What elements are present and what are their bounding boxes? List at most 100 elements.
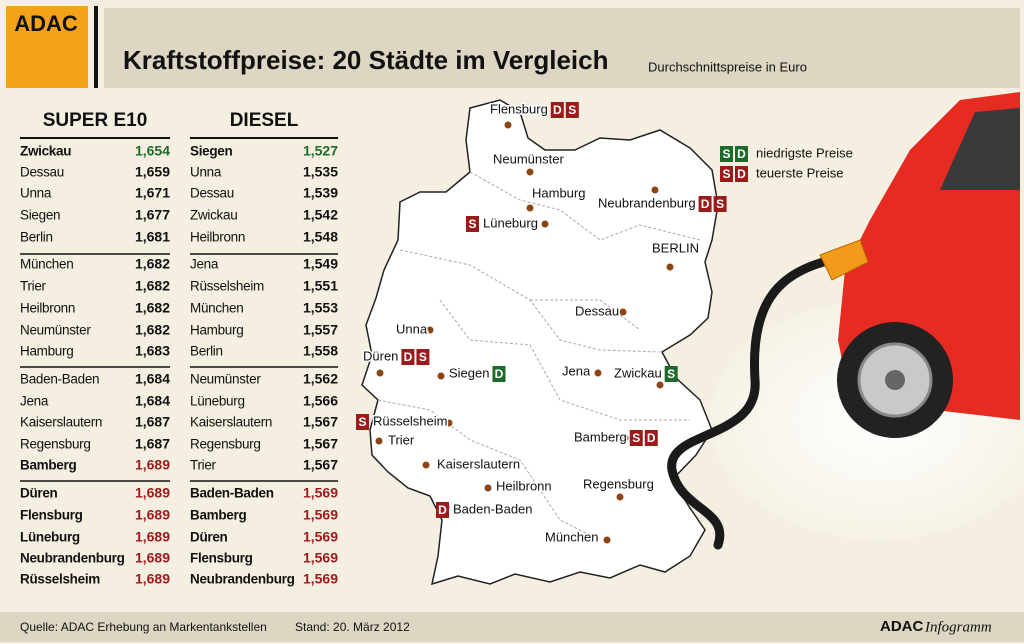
badge-text: S [568,103,576,117]
price: 1,551 [303,278,338,294]
city-label: Siegen [449,365,489,380]
city-name: Lüneburg [20,530,80,545]
city-name: Neubrandenburg [190,572,295,587]
price: 1,671 [135,185,170,201]
city-name: Flensburg [20,508,83,523]
footer-brand: ADAC [880,618,923,635]
city-label: Baden-Baden [453,501,533,516]
badge [644,430,658,446]
price: 1,562 [303,371,338,387]
price: 1,682 [135,256,170,272]
price: 1,539 [303,185,338,201]
table-title: DIESEL [230,110,299,131]
city-label: Regensburg [583,476,654,491]
badge [664,366,678,382]
price: 1,689 [135,571,170,587]
footer-brand-suffix: Infogramm [924,619,992,635]
city-name: Zwickau [190,208,237,223]
city-name: Heilbronn [190,230,245,245]
price: 1,566 [303,393,338,409]
city-label: Trier [388,432,415,447]
car-hub [885,370,905,390]
price: 1,681 [135,229,170,245]
city-name: Jena [190,257,219,272]
city-dot [426,326,434,334]
price: 1,569 [303,507,338,523]
price: 1,558 [303,343,338,359]
price: 1,689 [135,457,170,473]
city-name: Kaiserslautern [190,415,272,430]
price: 1,569 [303,571,338,587]
city-name: Bamberg [190,508,246,523]
city-name: Flensburg [190,551,253,566]
city-dot [437,372,445,380]
footer-source: Quelle: ADAC Erhebung an Markentankstell… [20,620,267,634]
price: 1,527 [303,143,338,159]
city-dot [616,493,624,501]
price: 1,684 [135,371,170,387]
city-name: Neumünster [20,323,91,338]
city-name: Berlin [20,230,53,245]
table-title: SUPER E10 [43,110,148,131]
city-name: Kaiserslautern [20,415,102,430]
city-label: Heilbronn [496,478,552,493]
badge [698,196,712,212]
city-name: Dessau [190,186,234,201]
city-name: Neumünster [190,372,261,387]
badge-text: S [716,197,724,211]
footer-date: Stand: 20. März 2012 [295,620,410,634]
city-name: Siegen [20,208,60,223]
fuel-nozzle [819,239,869,281]
divider [94,6,98,88]
city-name: München [20,257,73,272]
city-name: Baden-Baden [190,486,274,501]
price: 1,682 [135,322,170,338]
badge-text: S [632,431,640,445]
price: 1,542 [303,207,338,223]
badge-text: D [404,350,413,364]
badge [629,430,643,446]
badge [735,146,748,162]
price: 1,569 [303,485,338,501]
badge [356,414,369,430]
city-name: Düren [190,530,228,545]
legend-label: teuerste Preise [756,165,843,180]
price: 1,682 [135,300,170,316]
badge-text: D [495,367,504,381]
state-borders [377,171,701,541]
badge [713,196,727,212]
badge-text: D [737,147,746,161]
price: 1,654 [135,143,170,159]
city-name: Hamburg [20,344,73,359]
car-window [940,108,1020,190]
badge [466,216,479,232]
price: 1,689 [135,529,170,545]
logo-box [6,6,88,88]
city-label: Kaiserslautern [437,456,520,471]
badge-text: S [722,147,730,161]
city-dot [376,369,384,377]
price: 1,689 [135,485,170,501]
city-name: Düren [20,486,58,501]
title: Kraftstoffpreise: 20 Städte im Vergleich [123,45,608,75]
city-name: Jena [20,394,49,409]
city-name: Neubrandenburg [20,551,125,566]
city-name: Unna [20,186,52,201]
city-name: Regensburg [190,437,261,452]
badge-text: D [737,167,746,181]
price: 1,687 [135,436,170,452]
subtitle: Durchschnittspreise in Euro [648,59,807,74]
city-label: Flensburg [490,101,548,116]
city-name: Bamberg [20,458,76,473]
badge-text: S [722,167,730,181]
city-name: Rüsselsheim [20,572,100,587]
footer-bar [0,612,1024,642]
city-label: Neumünster [493,151,564,166]
price: 1,557 [303,322,338,338]
price: 1,569 [303,529,338,545]
price: 1,549 [303,256,338,272]
city-name: Lüneburg [190,394,245,409]
price: 1,677 [135,207,170,223]
city-dot [484,484,492,492]
